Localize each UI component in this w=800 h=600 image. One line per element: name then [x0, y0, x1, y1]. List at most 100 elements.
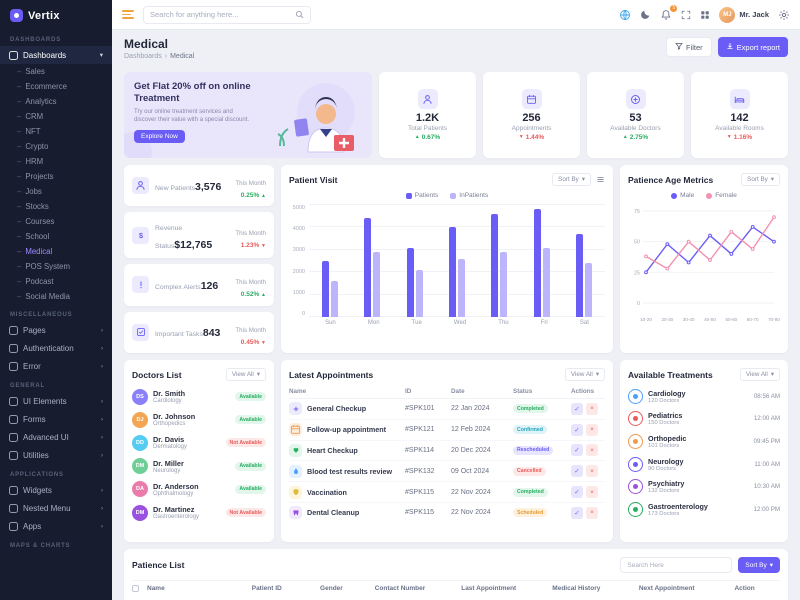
appointment-row-vaccination[interactable]: Vaccination #SPK115 22 Nov 2024 Complete…: [289, 482, 605, 503]
reject-button[interactable]: ×: [586, 486, 598, 499]
approve-button[interactable]: ✓: [571, 486, 583, 499]
sidebar-item-forms[interactable]: Forms ›: [0, 410, 112, 428]
doctor-row-dr-miller[interactable]: DM Dr. Miller Neurology Available: [132, 455, 266, 478]
bar-group-sat[interactable]: [575, 234, 592, 317]
mini-stat-complex-alerts[interactable]: Complex Alerts126 This Month 0.52% ▲: [124, 264, 274, 306]
appointment-row-dental-cleanup[interactable]: Dental Cleanup #SPK115 22 Nov 2024 Sched…: [289, 503, 605, 523]
sidebar-item-ui-elements[interactable]: UI Elements ›: [0, 392, 112, 410]
sidebar-subitem-hrm[interactable]: – HRM: [17, 157, 44, 166]
sidebar-item-error[interactable]: Error ›: [0, 357, 112, 375]
fullscreen-icon[interactable]: [681, 10, 691, 20]
bar-group-tue[interactable]: [406, 248, 423, 317]
doctor-row-dr-davis[interactable]: DD Dr. Davis Dermatology Not Available: [132, 431, 266, 454]
sidebar-item-utilities[interactable]: Utilities ›: [0, 446, 112, 464]
sidebar-subitem-ecommerce[interactable]: – Ecommerce: [17, 82, 67, 91]
stat-card-available-rooms[interactable]: 142 Available Rooms ▼ 1.16%: [691, 72, 788, 158]
sidebar-subitem-jobs[interactable]: – Jobs: [17, 187, 42, 196]
sidebar-subitem-analytics[interactable]: – Analytics: [17, 97, 57, 106]
doctor-row-dr-johnson[interactable]: DJ Dr. Johnson Orthopedics Available: [132, 408, 266, 431]
treatment-row-orthopedic[interactable]: Orthopedic 101 Doctors 09:45 PM: [628, 430, 780, 453]
reject-button[interactable]: ×: [586, 465, 598, 478]
notifications-icon[interactable]: 5: [660, 4, 678, 21]
sidebar-item-widgets[interactable]: Widgets ›: [0, 481, 112, 499]
global-search[interactable]: [143, 5, 311, 24]
doctor-row-dr-martinez[interactable]: DM Dr. Martinez Gastroenterology Not Avai…: [132, 501, 266, 524]
treatment-row-psychiatry[interactable]: Psychiatry 132 Doctors 10:30 AM: [628, 475, 780, 498]
chart-menu-icon[interactable]: [596, 175, 605, 184]
reject-button[interactable]: ×: [586, 423, 598, 436]
dark-mode-icon[interactable]: [640, 9, 651, 20]
menu-toggle-icon[interactable]: [122, 9, 134, 20]
treatments-view-all[interactable]: View All ▾: [739, 368, 780, 381]
appointment-row-general-checkup[interactable]: General Checkup #SPK101 22 Jan 2024 Comp…: [289, 399, 605, 420]
legend-item-patients[interactable]: Patients: [405, 192, 438, 199]
sidebar-subitem-school[interactable]: – School: [17, 232, 50, 241]
patient-visit-sort-by[interactable]: Sort By ▾: [552, 173, 591, 186]
age-metrics-sort-by[interactable]: Sort By ▾: [741, 173, 780, 186]
mini-stat-revenue-status[interactable]: $ Revenue Status$12,765 This Month 1.23% …: [124, 212, 274, 259]
legend-item-female[interactable]: Female: [706, 192, 737, 199]
sidebar-subitem-sales[interactable]: – Sales: [17, 67, 45, 76]
legend-item-male[interactable]: Male: [671, 192, 694, 199]
sidebar-subitem-social-media[interactable]: – Social Media: [17, 292, 70, 301]
sidebar-item-apps[interactable]: Apps ›: [0, 517, 112, 535]
sidebar-subitem-stocks[interactable]: – Stocks: [17, 202, 49, 211]
treatment-row-pediatrics[interactable]: Pediatrics 150 Doctors 12:00 AM: [628, 408, 780, 431]
export-report-button[interactable]: Export report: [717, 37, 788, 57]
user-menu[interactable]: MJ Mr. Jack: [719, 6, 769, 23]
apps-grid-icon[interactable]: [700, 10, 710, 20]
reject-button[interactable]: ×: [586, 402, 598, 415]
sidebar-subitem-crm[interactable]: – CRM: [17, 112, 44, 121]
sidebar-item-pages[interactable]: Pages ›: [0, 321, 112, 339]
mini-stat-new-patients[interactable]: New Patients3,576 This Month 0.25% ▲: [124, 165, 274, 207]
reject-button[interactable]: ×: [586, 506, 598, 519]
breadcrumb-root[interactable]: Dashboards: [124, 53, 162, 60]
legend-item-inpatients[interactable]: InPatients: [450, 192, 488, 199]
approve-button[interactable]: ✓: [571, 465, 583, 478]
bar-group-sun[interactable]: [322, 261, 339, 317]
sidebar-item-nested-menu[interactable]: Nested Menu ›: [0, 499, 112, 517]
treatment-row-cardiology[interactable]: Cardiology 120 Doctors 08:56 AM: [628, 385, 780, 408]
select-all-checkbox[interactable]: [132, 585, 139, 592]
approve-button[interactable]: ✓: [571, 444, 583, 457]
stat-card-available-doctors[interactable]: 53 Available Doctors ▲ 2.75%: [587, 72, 684, 158]
patience-search-input[interactable]: [620, 557, 733, 573]
bar-group-wed[interactable]: [448, 227, 465, 317]
explore-now-button[interactable]: Explore Now: [134, 129, 185, 143]
bar-group-mon[interactable]: [364, 218, 381, 317]
treatment-row-neurology[interactable]: Neurology 90 Doctors 11:00 AM: [628, 453, 780, 476]
search-input[interactable]: [150, 10, 291, 19]
mini-stat-important-tasks[interactable]: Important Tasks843 This Month 0.45% ▼: [124, 311, 274, 353]
appointment-row-heart-checkup[interactable]: Heart Checkup #SPK114 20 Dec 2024 Resche…: [289, 441, 605, 462]
sidebar-subitem-medical[interactable]: – Medical: [17, 247, 53, 256]
doctors-view-all[interactable]: View All ▾: [225, 368, 266, 381]
language-icon[interactable]: [619, 9, 631, 21]
app-logo[interactable]: Vertix: [0, 0, 112, 29]
filter-button[interactable]: Filter: [665, 37, 712, 57]
sidebar-subitem-podcast[interactable]: – Podcast: [17, 277, 54, 286]
reject-button[interactable]: ×: [586, 444, 598, 457]
sort-by-button[interactable]: Sort By ▾: [738, 557, 780, 573]
appointment-row-blood-test-results-review[interactable]: Blood test results review #SPK132 09 Oct…: [289, 461, 605, 483]
approve-button[interactable]: ✓: [571, 402, 583, 415]
doctor-row-dr-anderson[interactable]: DA Dr. Anderson Ophthalmology Available: [132, 478, 266, 501]
settings-icon[interactable]: [778, 9, 790, 21]
approve-button[interactable]: ✓: [571, 423, 583, 436]
sidebar-subitem-courses[interactable]: – Courses: [17, 217, 55, 226]
bar-group-thu[interactable]: [491, 214, 508, 317]
bar-group-fri[interactable]: [533, 209, 550, 317]
sidebar-item-advanced-ui[interactable]: Advanced UI ›: [0, 428, 112, 446]
approve-button[interactable]: ✓: [571, 506, 583, 519]
sidebar-subitem-nft[interactable]: – NFT: [17, 127, 41, 136]
treatment-row-gastroenterology[interactable]: Gastroenterology 173 Doctors 12:00 PM: [628, 498, 780, 521]
sidebar-subitem-crypto[interactable]: – Crypto: [17, 142, 49, 151]
stat-card-appointments[interactable]: 256 Appointments ▼ 1.44%: [483, 72, 580, 158]
sidebar-subitem-projects[interactable]: – Projects: [17, 172, 54, 181]
search-icon[interactable]: [295, 6, 304, 24]
appointments-view-all[interactable]: View All ▾: [564, 368, 605, 381]
sidebar-item-dashboards[interactable]: Dashboards ▾: [0, 46, 112, 64]
stat-card-total-patients[interactable]: 1.2K Total Patients ▲ 0.67%: [379, 72, 476, 158]
appointment-row-follow-up-appointment[interactable]: Follow-up appointment #SPK121 12 Feb 202…: [289, 420, 605, 441]
sidebar-subitem-pos-system[interactable]: – POS System: [17, 262, 70, 271]
doctor-row-dr-smith[interactable]: DS Dr. Smith Cardiology Available: [132, 385, 266, 408]
